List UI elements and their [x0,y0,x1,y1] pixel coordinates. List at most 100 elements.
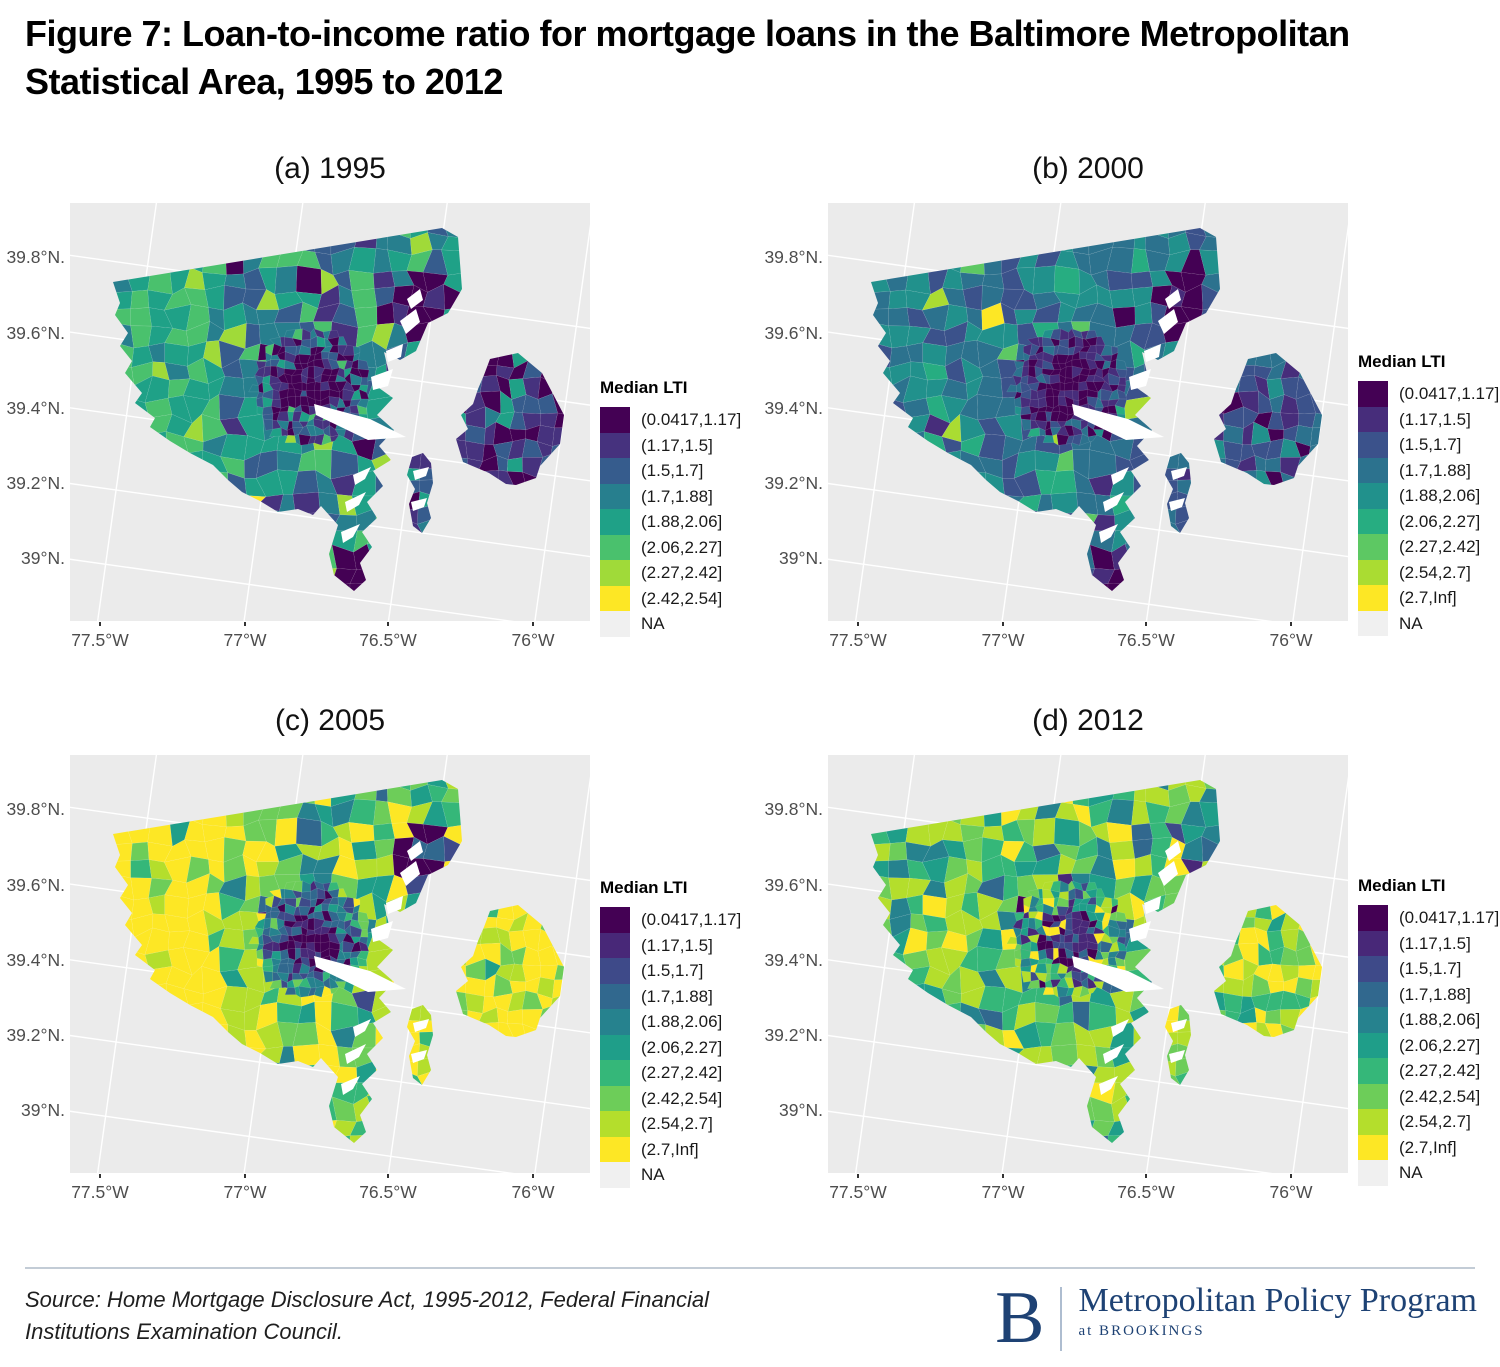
legend-color-swatch [600,932,630,958]
legend-row: (0.0417,1.17] [1358,905,1499,931]
legend-2012: Median LTI (0.0417,1.17] (1.17,1.5] (1.5,1… [1358,876,1499,1186]
legend-color-swatch [1358,956,1388,982]
legend-row: (2.54,2.7] [1358,559,1499,585]
x-axis-tick-mark [99,622,101,626]
x-axis-tick-mark [1002,622,1004,626]
source-note: Source: Home Mortgage Disclosure Act, 19… [25,1284,709,1348]
legend-row: (2.54,2.7] [1358,1109,1499,1135]
legend-bin-label: (2.7,Inf] [1399,1137,1457,1157]
legend-color-swatch [600,509,630,535]
x-axis-tick-label: 76°W [511,630,555,650]
x-axis-tick-mark [857,1174,859,1178]
legend-row: (1.5,1.7] [1358,956,1499,982]
legend-color-swatch [600,611,630,637]
logo-divider [1060,1287,1063,1351]
legend-row: (2.7,Inf] [600,1136,741,1162]
legend-row: NA [600,611,741,637]
legend-row: (1.17,1.5] [600,432,741,458]
legend-bin-label: (2.27,2.42] [1399,1061,1481,1080]
legend-row: (1.17,1.5] [600,932,741,958]
legend-color-swatch [600,1085,630,1111]
x-axis-tick-mark [532,622,534,626]
legend-bin-label: NA [1399,1163,1423,1182]
y-axis-tick-label: 39.4°N. [6,398,65,418]
y-axis-tick-label: 39°N. [21,1100,65,1120]
y-axis-tick-label: 39.2°N. [764,1025,823,1045]
x-axis-tick-mark [1145,622,1147,626]
legend-title: Median LTI [600,378,688,397]
panel-title-1995: (a) 1995 [274,152,386,185]
x-axis-tick-label: 76.5°W [1117,1182,1175,1202]
map-plot-2012 [828,755,1348,1173]
legend-color-swatch [1358,406,1388,432]
legend-bin-label: (1.5,1.7] [641,461,704,480]
legend-color-swatch [1358,930,1388,956]
legend-row: (1.88,2.06] [1358,1007,1499,1033]
legend-bin-label: (1.17,1.5] [1399,409,1471,429]
legend-bin-label: (1.88,2.06] [1399,486,1481,505]
legend-color-swatch [600,1111,630,1137]
x-axis-tick-mark [1290,1174,1292,1178]
legend-row: (1.5,1.7] [600,958,741,984]
legend-row: (1.7,1.88] [1358,457,1499,483]
legend-bin-label: (1.7,1.88] [1399,460,1471,480]
y-axis-tick-label: 39°N. [21,548,65,568]
legend-color-swatch [600,1136,630,1162]
legend-title: Median LTI [1358,876,1446,895]
y-axis-tick-label: 39.2°N. [764,473,823,493]
x-axis-tick-label: 76°W [511,1182,555,1202]
y-axis-tick-label: 39.6°N. [764,875,823,895]
legend-bin-label: (2.42,2.54] [641,1088,723,1108]
x-axis-tick-label: 76.5°W [1117,630,1175,650]
legend-bin-label: (1.7,1.88] [1399,984,1471,1004]
legend-color-swatch [1358,1109,1388,1135]
panel-title-2005: (c) 2005 [274,704,386,737]
legend-row: (2.06,2.27] [600,534,741,560]
y-axis-tick-label: 39.6°N. [6,323,65,343]
legend-bin-label: (1.88,2.06] [641,512,723,531]
x-axis-tick-mark [857,622,859,626]
x-axis-tick-label: 77°W [223,1182,267,1202]
legend-row: (1.5,1.7] [1358,432,1499,458]
x-axis-tick-label: 77.5°W [829,630,887,650]
legend-row: (2.27,2.42] [600,1060,741,1086]
legend-bin-label: (0.0417,1.17] [1399,908,1500,927]
legend-color-swatch [600,432,630,458]
legend-color-swatch [600,458,630,484]
y-axis-tick-label: 39°N. [779,548,823,568]
legend-color-swatch [600,1162,630,1188]
legend-row: (2.7,Inf] [1358,585,1499,611]
legend-color-swatch [600,560,630,586]
panel-title-2012: (d) 2012 [1032,704,1144,737]
legend-bin-label: (1.5,1.7] [1399,435,1462,454]
figure-title: Figure 7: Loan-to-income ratio for mortg… [25,13,1350,102]
legend-row: (0.0417,1.17] [600,407,741,433]
legend-color-swatch [1358,381,1388,407]
logo-program-name: Metropolitan Policy Program [1078,1282,1477,1319]
x-axis-tick-label: 76.5°W [359,1182,417,1202]
brookings-logo: B Metropolitan Policy Program at BROOKIN… [995,1281,1477,1355]
legend-row: (1.88,2.06] [600,1009,741,1035]
legend-title: Median LTI [1358,352,1446,371]
y-axis-tick-label: 39.6°N. [764,323,823,343]
legend-row: (2.27,2.42] [1358,534,1499,560]
y-axis-tick-label: 39.8°N. [6,799,65,819]
legend-color-swatch [600,958,630,984]
legend-bin-label: (2.54,2.7] [641,1114,713,1133]
legend-color-swatch [1358,610,1388,636]
legend-color-swatch [1358,905,1388,931]
x-axis-tick-mark [244,1174,246,1178]
legend-color-swatch [1358,1032,1388,1058]
legend-bin-label: NA [641,614,665,633]
legend-color-swatch [1358,534,1388,560]
x-axis-tick-label: 77°W [223,630,267,650]
y-axis-tick-label: 39.2°N. [6,1025,65,1045]
logo-at-brookings: at BROOKINGS [1078,1322,1205,1339]
legend-2005: Median LTI (0.0417,1.17] (1.17,1.5] (1.5,1… [600,878,741,1188]
y-axis-tick-label: 39.8°N. [764,247,823,267]
legend-color-swatch [1358,457,1388,483]
legend-bin-label: (0.0417,1.17] [641,410,742,429]
source-line-1: Source: Home Mortgage Disclosure Act, 19… [25,1287,709,1312]
x-axis-tick-mark [244,622,246,626]
legend-row: (0.0417,1.17] [1358,381,1499,407]
